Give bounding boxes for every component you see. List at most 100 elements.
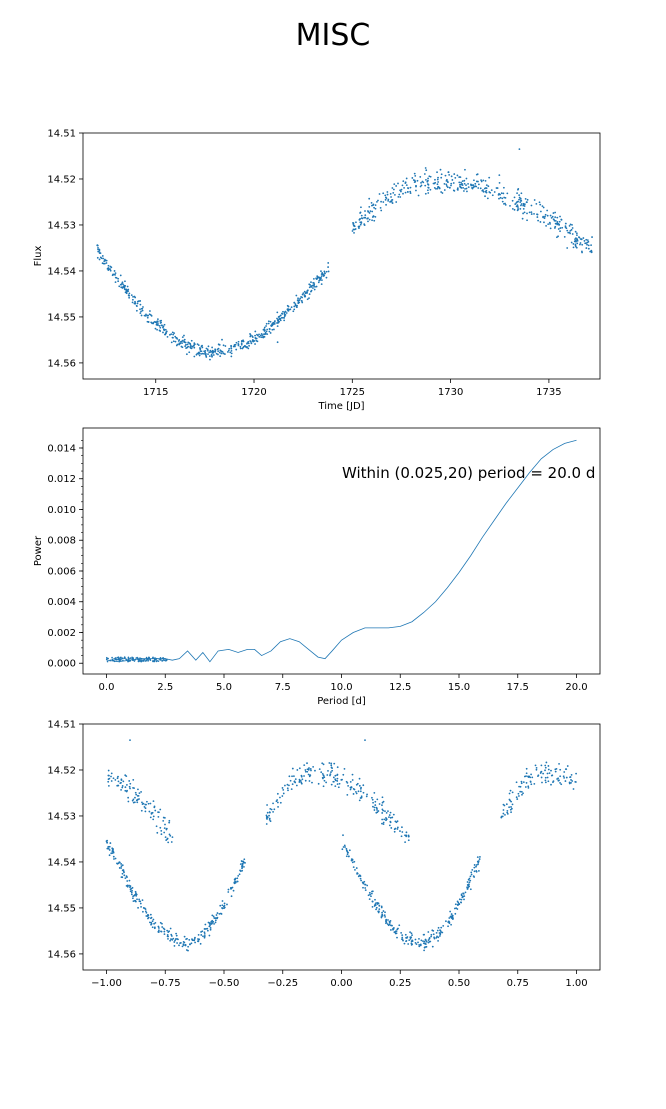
- data-point: [358, 799, 361, 802]
- data-point: [164, 328, 167, 331]
- data-point: [211, 922, 214, 924]
- data-point: [298, 301, 301, 304]
- data-point: [182, 940, 185, 943]
- power-low-period-point: [162, 657, 164, 659]
- data-point: [138, 792, 141, 794]
- data-point: [522, 207, 525, 210]
- x-tick-label: 20.0: [565, 682, 587, 693]
- data-point: [359, 223, 362, 226]
- data-point: [381, 822, 383, 825]
- data-point: [378, 908, 381, 911]
- data-point: [153, 926, 156, 929]
- data-point: [209, 358, 211, 361]
- data-point: [429, 940, 432, 943]
- data-point: [254, 343, 256, 345]
- data-point: [240, 340, 243, 343]
- data-point: [116, 777, 119, 780]
- data-point: [302, 292, 305, 295]
- data-point: [368, 212, 371, 214]
- power-low-period-point: [116, 656, 119, 659]
- data-point: [204, 350, 207, 352]
- data-point: [160, 833, 163, 836]
- y-tick-label: 14.52: [47, 765, 76, 776]
- data-point: [321, 776, 324, 779]
- data-point: [402, 192, 404, 195]
- power-low-period-point: [133, 660, 136, 662]
- data-point: [420, 181, 422, 184]
- data-point: [395, 201, 398, 203]
- data-point: [523, 203, 526, 206]
- data-point: [390, 827, 393, 829]
- data-point: [520, 204, 522, 207]
- data-point: [212, 354, 215, 356]
- data-point: [108, 777, 111, 780]
- data-point: [462, 186, 465, 189]
- data-point: [142, 910, 144, 913]
- data-point: [454, 912, 457, 915]
- data-point: [106, 841, 108, 844]
- data-point: [314, 285, 316, 288]
- data-point: [196, 343, 199, 346]
- data-point: [534, 764, 537, 767]
- data-point: [236, 877, 239, 880]
- data-point: [523, 205, 526, 207]
- data-point: [415, 189, 417, 192]
- data-point: [165, 839, 168, 842]
- data-point: [448, 922, 451, 925]
- data-point: [254, 336, 257, 339]
- data-point: [99, 252, 102, 255]
- data-point: [371, 900, 374, 903]
- data-point: [479, 856, 481, 858]
- data-point: [473, 179, 475, 182]
- data-point: [407, 839, 410, 842]
- data-point: [438, 187, 441, 190]
- data-point: [186, 937, 188, 940]
- data-point: [293, 780, 296, 783]
- data-point: [513, 208, 516, 211]
- data-point: [127, 796, 130, 799]
- data-point: [311, 781, 313, 784]
- data-point: [301, 293, 304, 296]
- data-point: [497, 193, 500, 196]
- data-point: [355, 867, 358, 869]
- data-point: [346, 853, 349, 856]
- data-point: [189, 943, 191, 946]
- data-point: [112, 855, 115, 858]
- data-point: [322, 274, 325, 277]
- data-point: [399, 196, 402, 198]
- data-point: [147, 917, 149, 920]
- power-low-period-point: [164, 657, 166, 660]
- data-point: [546, 209, 549, 212]
- data-point: [391, 924, 393, 927]
- data-point: [222, 352, 225, 355]
- power-low-period-point: [145, 656, 148, 659]
- data-point: [375, 908, 377, 911]
- data-point: [378, 904, 381, 907]
- data-point: [530, 213, 533, 215]
- data-point: [429, 175, 432, 178]
- power-low-period-point: [157, 660, 160, 662]
- data-point: [172, 340, 175, 343]
- data-point: [403, 942, 406, 945]
- data-point: [466, 190, 468, 193]
- data-point: [144, 803, 147, 806]
- data-point: [253, 340, 256, 342]
- data-point: [322, 785, 325, 788]
- data-point: [545, 224, 547, 227]
- data-point: [362, 886, 364, 889]
- plot-area: [96, 148, 593, 361]
- data-point: [323, 779, 326, 782]
- data-point: [162, 326, 164, 329]
- data-point: [409, 190, 412, 193]
- data-point: [239, 863, 242, 866]
- data-point: [552, 218, 555, 221]
- data-point: [390, 200, 393, 203]
- data-point: [321, 772, 324, 775]
- data-point: [235, 341, 238, 344]
- data-point: [491, 194, 494, 197]
- data-point: [427, 177, 429, 180]
- data-point: [288, 784, 290, 787]
- data-point: [157, 925, 160, 928]
- data-point: [223, 353, 226, 355]
